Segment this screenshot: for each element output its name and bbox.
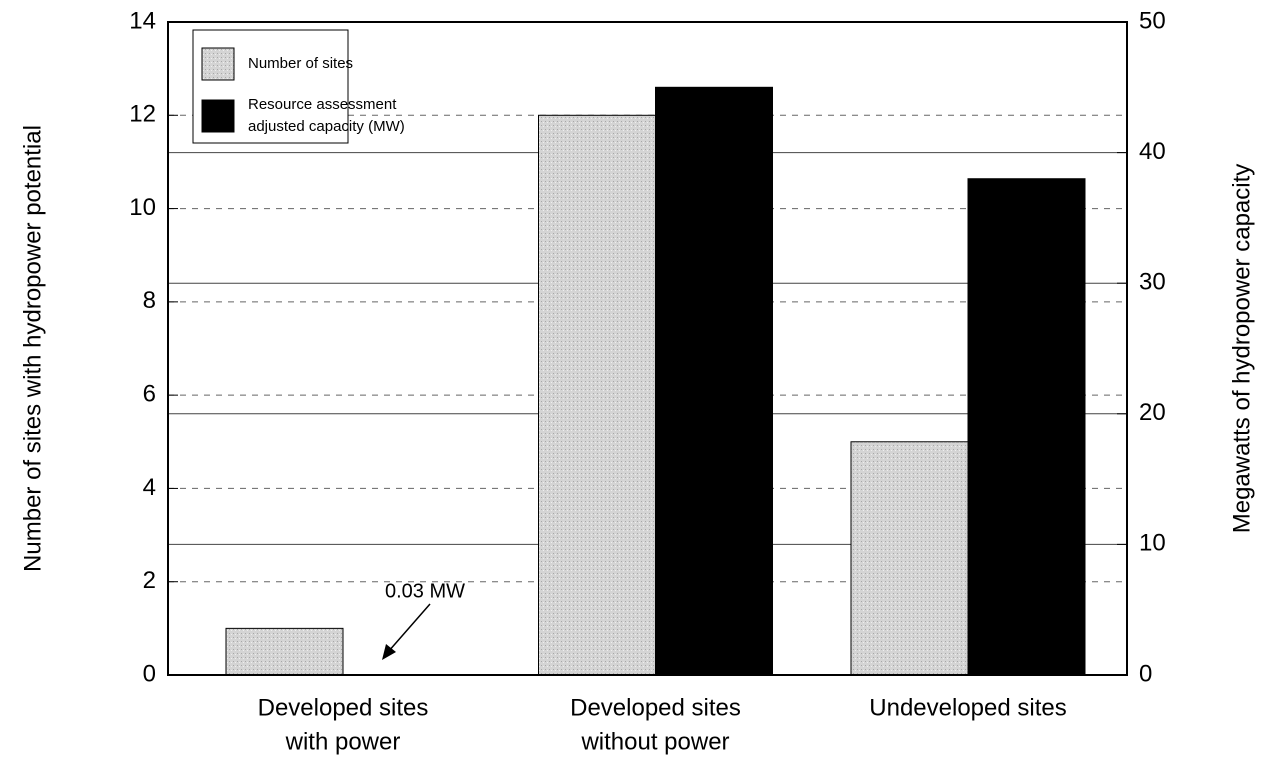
bar — [967, 178, 1086, 676]
y2-tick-label: 20 — [1139, 399, 1166, 426]
annotation-arrowhead — [382, 644, 396, 660]
y2-tick-label: 30 — [1139, 269, 1166, 296]
y-tick-label: 14 — [129, 7, 156, 34]
legend: Number of sites Resource assessment adjust… — [192, 29, 405, 144]
legend-swatch — [201, 99, 235, 133]
bar — [850, 441, 969, 676]
legend-swatch — [201, 47, 235, 81]
y2-tick-label: 10 — [1139, 530, 1166, 557]
y2-tick-label: 0 — [1139, 660, 1152, 687]
x-tick-label: Developed sites — [258, 694, 429, 721]
y-tick-label: 4 — [143, 474, 156, 501]
y2-tick-label: 50 — [1139, 7, 1166, 34]
y-tick-label: 10 — [129, 194, 156, 221]
y-axis-label: Number of sites with hydropower potentia… — [19, 125, 46, 572]
plot-frame — [167, 21, 1128, 676]
legend-label: Number of sites — [248, 55, 353, 72]
bar — [225, 627, 344, 676]
legend-label: Resource assessment — [248, 96, 397, 113]
y-tick-label: 12 — [129, 101, 156, 128]
legend-label: adjusted capacity (MW) — [248, 118, 405, 135]
y2-tick-label: 40 — [1139, 138, 1166, 165]
x-tick-label: Undeveloped sites — [869, 694, 1066, 721]
x-tick-label: without power — [580, 728, 729, 755]
bar — [538, 114, 656, 676]
annotation-arrow — [387, 603, 431, 653]
y-tick-label: 8 — [143, 287, 156, 314]
y-tick-label: 6 — [143, 380, 156, 407]
y2-axis-label: Megawatts of hydropower capacity — [1228, 164, 1255, 534]
y-tick-label: 0 — [143, 660, 156, 687]
y-tick-label: 2 — [143, 567, 156, 594]
annotation: 0.03 MW — [385, 580, 465, 602]
x-tick-label: Developed sites — [570, 694, 741, 721]
x-tick-label: with power — [285, 728, 401, 755]
bar — [655, 86, 773, 676]
